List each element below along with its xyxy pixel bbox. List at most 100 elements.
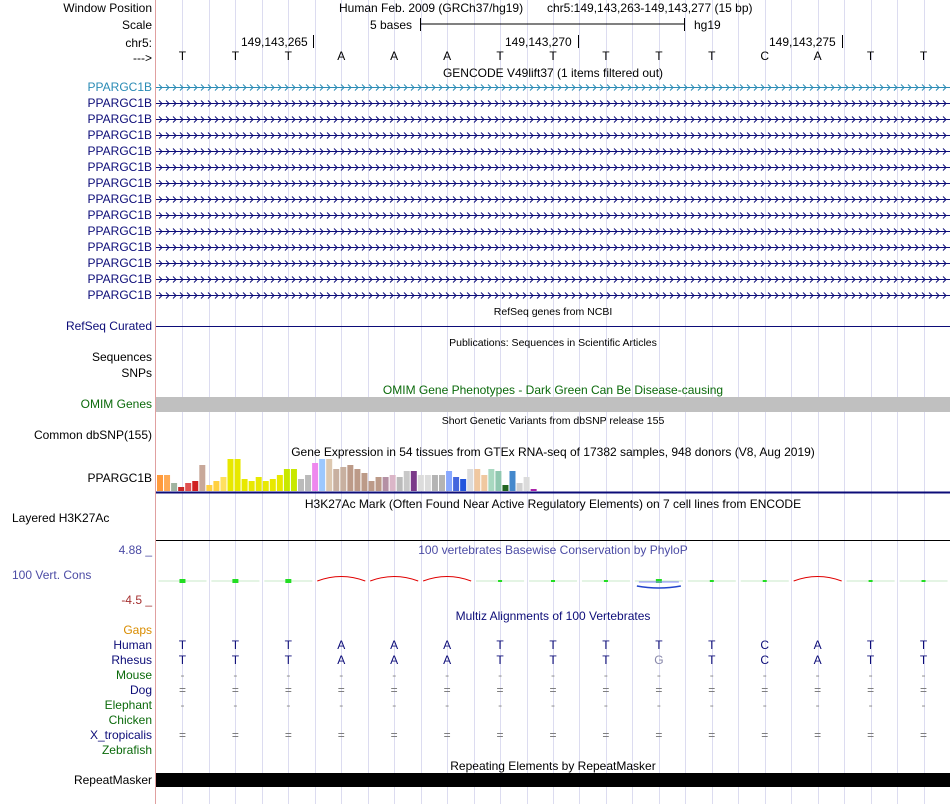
gtex-tissue-bar[interactable]	[333, 469, 340, 491]
gtex-tissue-bar[interactable]	[424, 475, 431, 491]
refseq-gene-line[interactable]	[156, 0, 950, 330]
conservation-track-label[interactable]: 100 Vert. Cons	[12, 568, 92, 582]
gencode-transcript-label[interactable]: PPARGC1B	[87, 144, 152, 158]
gtex-tissue-bar[interactable]	[206, 485, 213, 491]
gtex-tissue-bar[interactable]	[220, 477, 227, 491]
gencode-transcript[interactable]	[156, 260, 950, 267]
gencode-transcript-label[interactable]: PPARGC1B	[87, 192, 152, 206]
gtex-tissue-bar[interactable]	[403, 471, 410, 491]
gtex-tissue-bar[interactable]	[213, 481, 220, 491]
gtex-tissue-bar[interactable]	[269, 479, 276, 491]
gtex-expression-bars[interactable]	[156, 0, 950, 500]
gtex-tissue-bar[interactable]	[396, 477, 403, 491]
gencode-transcript-label[interactable]: PPARGC1B	[87, 96, 152, 110]
gtex-tissue-bar[interactable]	[241, 479, 248, 491]
refseq-curated-label[interactable]: RefSeq Curated	[65, 319, 152, 333]
gtex-tissue-bar[interactable]	[262, 481, 269, 491]
omim-gene-bar[interactable]	[156, 0, 950, 420]
species-label[interactable]: X_tropicalis	[89, 728, 152, 742]
gencode-transcript[interactable]	[156, 84, 950, 91]
gtex-tissue-bar[interactable]	[340, 467, 347, 491]
gencode-transcript-label[interactable]: PPARGC1B	[87, 112, 152, 126]
gencode-transcript-label[interactable]: PPARGC1B	[87, 160, 152, 174]
gencode-transcript-label[interactable]: PPARGC1B	[87, 256, 152, 270]
gtex-tissue-bar[interactable]	[439, 475, 445, 491]
gtex-tissue-bar[interactable]	[347, 465, 354, 491]
gencode-transcript-label[interactable]: PPARGC1B	[87, 80, 152, 94]
gtex-tissue-bar[interactable]	[460, 479, 467, 491]
sequences-label[interactable]: Sequences	[91, 350, 152, 364]
gtex-tissue-bar[interactable]	[255, 477, 262, 491]
gtex-tissue-bar[interactable]	[523, 477, 530, 491]
gencode-transcript[interactable]	[156, 132, 950, 139]
species-label[interactable]: Dog	[129, 683, 152, 697]
gtex-gene-label[interactable]: PPARGC1B	[87, 471, 152, 485]
gtex-tissue-bar[interactable]	[199, 465, 206, 491]
species-label[interactable]: Human	[113, 638, 152, 652]
gtex-tissue-bar[interactable]	[446, 471, 453, 491]
gtex-tissue-bar[interactable]	[283, 469, 290, 491]
gtex-tissue-bar[interactable]	[298, 479, 304, 491]
omim-genes-label[interactable]: OMIM Genes	[80, 397, 152, 411]
gtex-tissue-bar[interactable]	[431, 475, 438, 491]
gencode-transcript[interactable]	[156, 276, 950, 283]
layered-h3k27ac-label[interactable]: Layered H3K27Ac	[12, 511, 110, 525]
gtex-tissue-bar[interactable]	[312, 463, 319, 491]
gtex-tissue-bar[interactable]	[248, 481, 255, 491]
species-label[interactable]: Mouse	[115, 668, 152, 682]
gtex-tissue-bar[interactable]	[157, 475, 163, 491]
gtex-tissue-bar[interactable]	[319, 459, 326, 491]
gencode-transcript-label[interactable]: PPARGC1B	[87, 128, 152, 142]
gtex-tissue-bar[interactable]	[375, 477, 382, 491]
repeatmasker-label[interactable]: RepeatMasker	[73, 773, 152, 787]
conservation-plot[interactable]	[156, 0, 950, 600]
gencode-transcript[interactable]	[156, 164, 950, 171]
gtex-tissue-bar[interactable]	[410, 471, 417, 491]
gtex-tissue-bar[interactable]	[481, 475, 488, 491]
gtex-tissue-bar[interactable]	[389, 475, 396, 491]
gtex-tissue-bar[interactable]	[502, 485, 509, 491]
gtex-tissue-bar[interactable]	[530, 489, 537, 491]
gencode-transcript[interactable]	[156, 196, 950, 203]
gencode-transcript[interactable]	[156, 228, 950, 235]
gencode-transcript[interactable]	[156, 116, 950, 123]
gencode-transcript-label[interactable]: PPARGC1B	[87, 240, 152, 254]
common-dbsnp-label[interactable]: Common dbSNP(155)	[33, 428, 152, 442]
gtex-tissue-bar[interactable]	[474, 469, 481, 491]
gtex-tissue-bar[interactable]	[227, 459, 234, 491]
gencode-transcript[interactable]	[156, 212, 950, 219]
gtex-tissue-bar[interactable]	[495, 471, 502, 491]
gtex-tissue-bar[interactable]	[509, 471, 516, 491]
gtex-tissue-bar[interactable]	[192, 481, 199, 491]
gtex-tissue-bar[interactable]	[354, 469, 361, 491]
gencode-transcript-label[interactable]: PPARGC1B	[87, 288, 152, 302]
gtex-tissue-bar[interactable]	[171, 483, 178, 491]
gtex-tissue-bar[interactable]	[185, 483, 192, 491]
gtex-tissue-bar[interactable]	[467, 469, 474, 491]
gtex-tissue-bar[interactable]	[276, 475, 283, 491]
gencode-transcript-label[interactable]: PPARGC1B	[87, 176, 152, 190]
gtex-tissue-bar[interactable]	[516, 483, 523, 491]
gtex-tissue-bar[interactable]	[361, 473, 368, 491]
track-image-area[interactable]: Human Feb. 2009 (GRCh37/hg19) chr5:149,1…	[156, 0, 950, 804]
gtex-tissue-bar[interactable]	[326, 459, 333, 491]
gencode-transcript-label[interactable]: PPARGC1B	[87, 272, 152, 286]
species-label[interactable]: Rhesus	[111, 653, 152, 667]
species-label[interactable]: Chicken	[108, 713, 152, 727]
gtex-tissue-bar[interactable]	[368, 481, 375, 491]
gtex-tissue-bar[interactable]	[382, 477, 389, 491]
species-label[interactable]: Zebrafish	[101, 743, 152, 757]
gtex-tissue-bar[interactable]	[178, 487, 185, 491]
gencode-transcript[interactable]	[156, 180, 950, 187]
gencode-transcript[interactable]	[156, 100, 950, 107]
gtex-tissue-bar[interactable]	[417, 475, 424, 491]
repeatmasker-bar[interactable]	[156, 0, 950, 790]
gtex-tissue-bar[interactable]	[234, 459, 241, 491]
gencode-transcripts[interactable]	[156, 0, 950, 320]
gtex-tissue-bar[interactable]	[305, 475, 312, 491]
gencode-transcript[interactable]	[156, 292, 950, 299]
species-label[interactable]: Elephant	[104, 698, 152, 712]
snps-label[interactable]: SNPs	[121, 366, 152, 380]
gencode-transcript[interactable]	[156, 148, 950, 155]
